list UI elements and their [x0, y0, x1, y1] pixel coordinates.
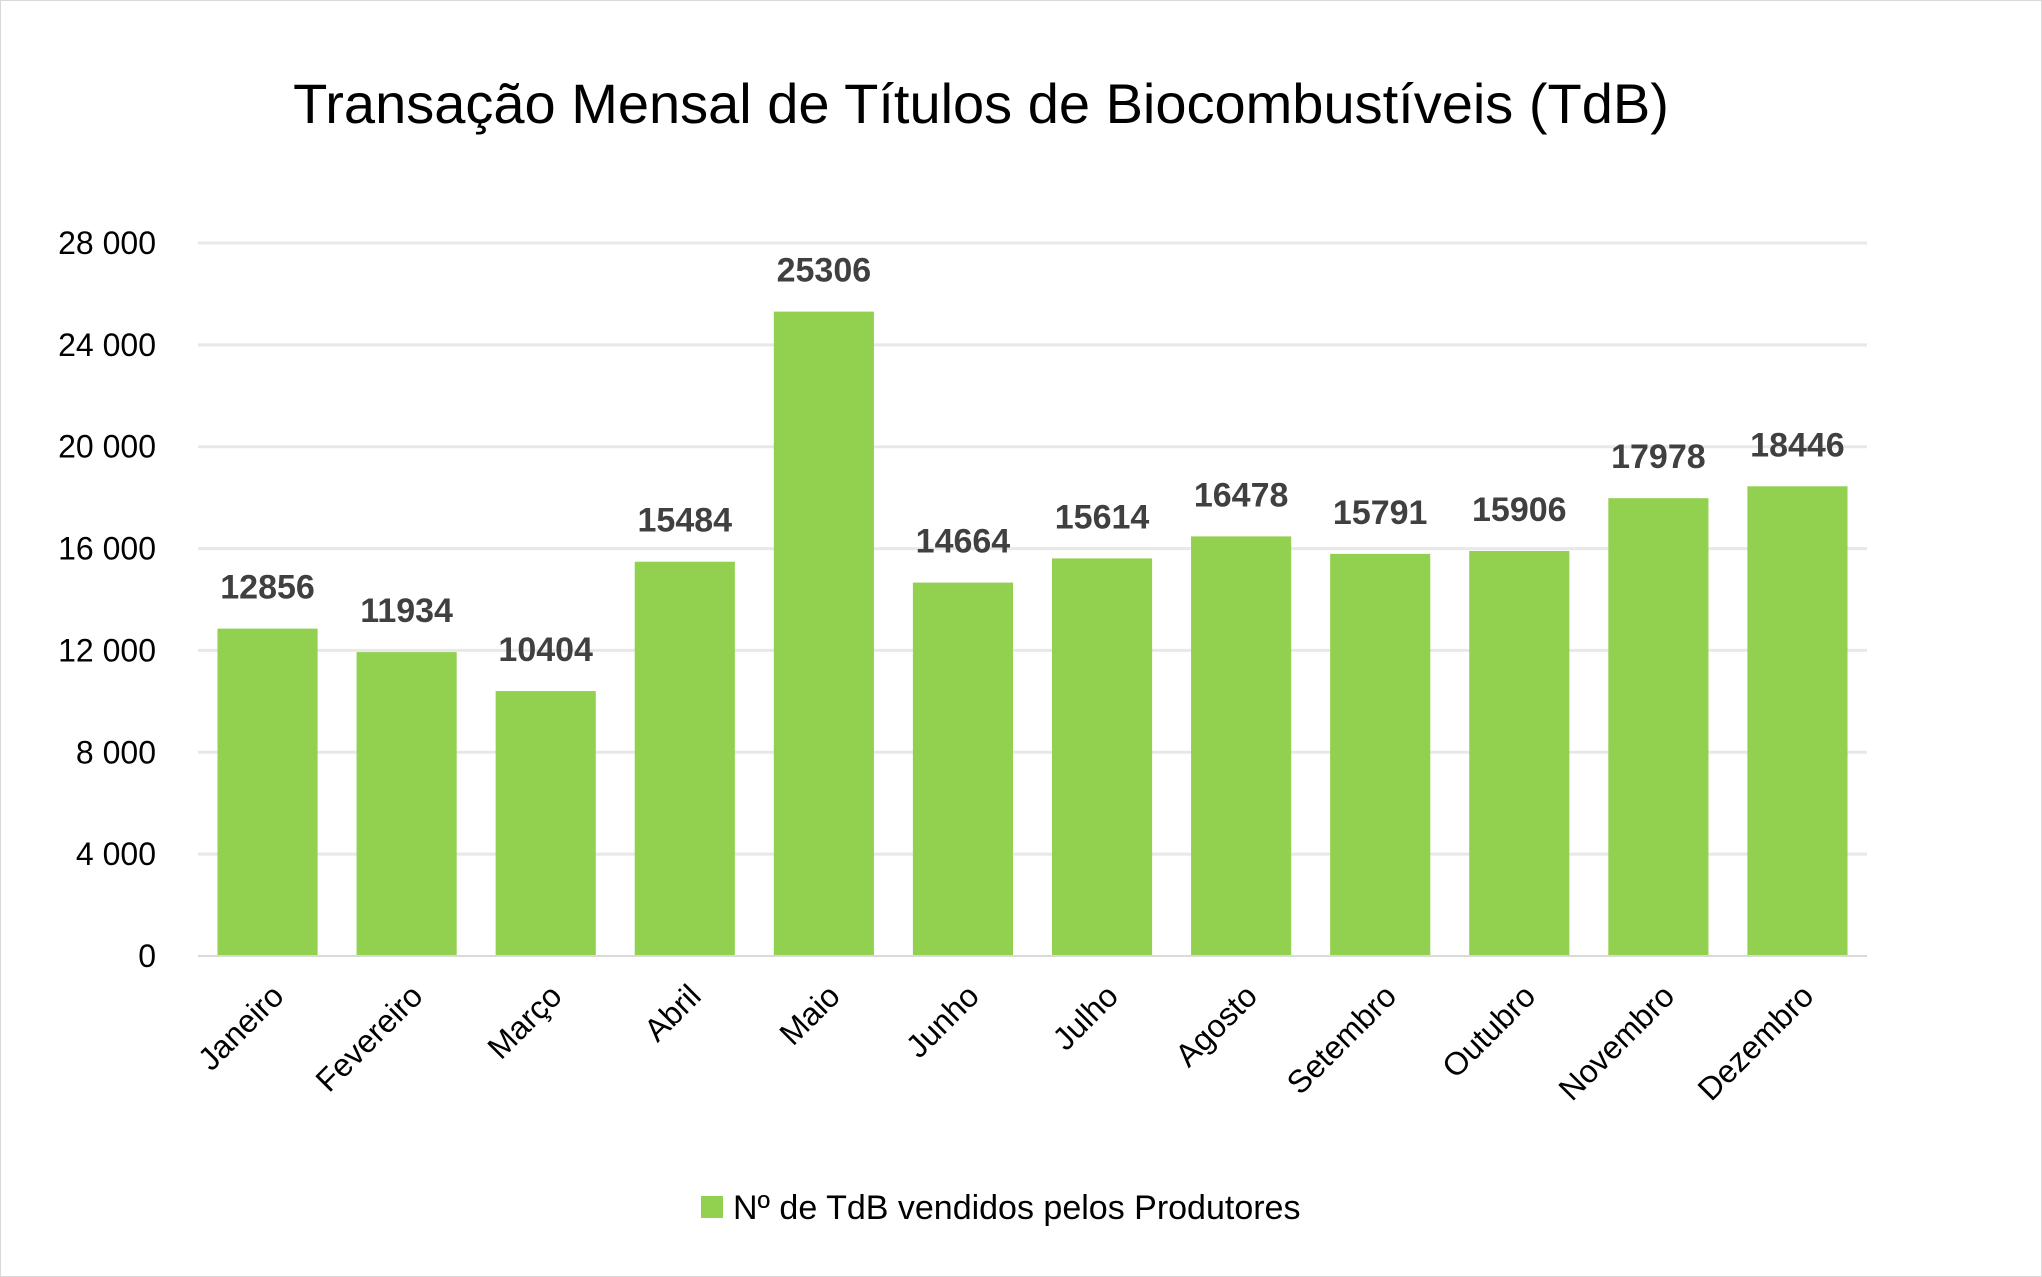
x-tick-label: Julho [1045, 977, 1125, 1057]
bar [1191, 536, 1292, 956]
x-tick-label: Maio [772, 977, 847, 1052]
data-label: 15614 [1055, 498, 1150, 536]
y-tick-label: 16 000 [58, 531, 156, 567]
x-tick-label: Junho [899, 977, 986, 1064]
bar [634, 561, 735, 956]
bar [773, 311, 874, 956]
data-label: 14664 [916, 523, 1011, 561]
data-label: 17978 [1611, 438, 1706, 476]
x-tick-label: Novembro [1551, 977, 1681, 1107]
x-tick-label: Outubro [1435, 977, 1542, 1084]
data-label: 10404 [498, 631, 593, 669]
gridlines [198, 241, 1867, 856]
x-tick-label: Março [480, 977, 568, 1065]
x-tick-label: Fevereiro [309, 977, 430, 1098]
bars [217, 311, 1848, 956]
data-label: 11934 [360, 592, 453, 630]
chart-title: Transação Mensal de Títulos de Biocombus… [293, 72, 1669, 135]
x-tick-label: Setembro [1280, 977, 1404, 1101]
data-label: 12856 [220, 569, 315, 607]
x-tick-label: Dezembro [1691, 977, 1821, 1107]
data-label: 15906 [1472, 491, 1567, 529]
data-label: 15791 [1333, 494, 1428, 532]
bar [217, 628, 318, 956]
bar [1469, 550, 1570, 956]
x-tick-label: Abril [637, 977, 708, 1048]
legend-label: Nº de TdB vendidos pelos Produtores [733, 1189, 1300, 1227]
data-label: 16478 [1194, 476, 1289, 514]
bar [1608, 498, 1709, 956]
data-label: 18446 [1750, 426, 1845, 464]
legend: Nº de TdB vendidos pelos Produtores [701, 1189, 1300, 1227]
y-tick-label: 24 000 [58, 327, 156, 363]
data-label: 25306 [777, 252, 872, 290]
y-tick-label: 20 000 [58, 429, 156, 465]
bar [912, 582, 1014, 956]
y-tick-label: 4 000 [76, 836, 156, 872]
y-tick-label: 0 [138, 938, 156, 974]
x-tick-label: Janeiro [191, 977, 291, 1077]
y-axis-tick-labels: 0 4 000 8 000 12 000 16 000 20 000 24 000 28 00… [58, 225, 156, 974]
bar [1747, 486, 1848, 956]
y-tick-label: 8 000 [76, 734, 156, 770]
x-tick-label: Agosto [1168, 977, 1264, 1073]
y-tick-label: 28 000 [58, 225, 156, 261]
bar [1051, 558, 1153, 956]
bar [356, 652, 457, 956]
legend-swatch [701, 1196, 723, 1218]
y-tick-label: 12 000 [58, 632, 156, 668]
bar [495, 691, 596, 956]
x-axis-category-labels: Janeiro Fevereiro Março Abril Maio Junho Julho… [191, 977, 1821, 1107]
data-labels: 12856 11934 10404 15484 25306 14664 15614 16478… [220, 252, 1844, 669]
data-label: 15484 [638, 502, 733, 540]
bar [1330, 553, 1431, 956]
